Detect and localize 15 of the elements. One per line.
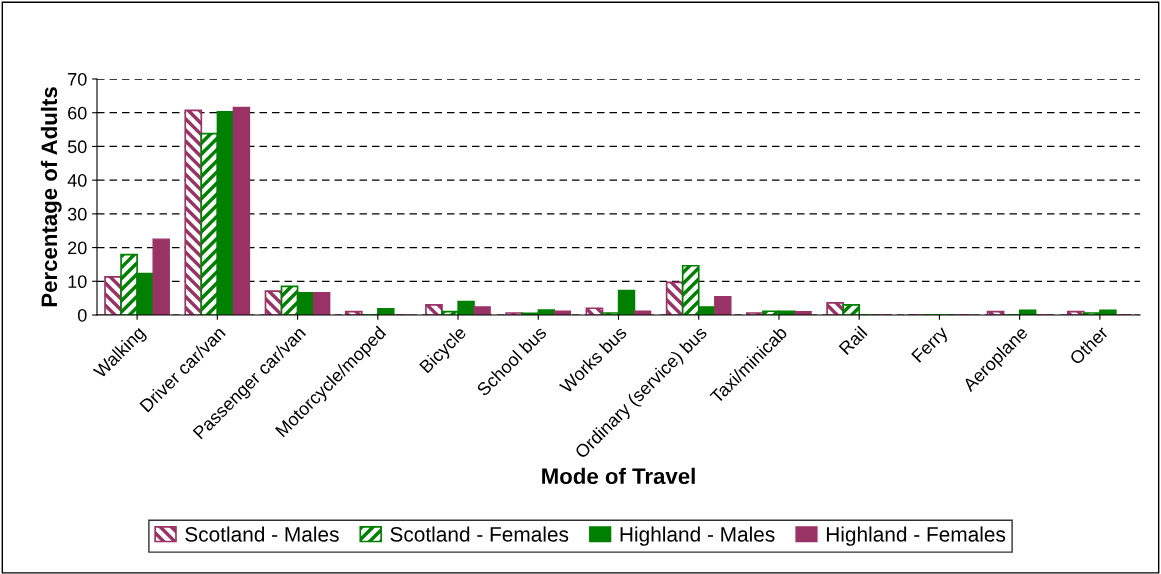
y-tick-label: 20: [68, 241, 87, 255]
y-tick-label: 60: [68, 106, 87, 120]
y-tick-label: 30: [67, 207, 87, 221]
legend-label: Scotland - Males: [185, 526, 339, 542]
x-tick-label: Rail: [838, 325, 868, 356]
y-tick-label: 50: [67, 140, 87, 154]
legend-label: Scotland - Females: [390, 526, 569, 542]
y-tick-label: 10: [68, 275, 87, 289]
y-axis-title: Percentage of Adults: [40, 87, 62, 307]
x-axis-title: Mode of Travel: [542, 467, 695, 485]
legend-label: Highland - Females: [826, 526, 1006, 546]
legend-label: Highland - Males: [620, 526, 775, 546]
y-tick-label: 70: [68, 72, 87, 86]
y-tick-label: 0: [77, 308, 87, 322]
y-tick-label: 40: [67, 174, 87, 187]
